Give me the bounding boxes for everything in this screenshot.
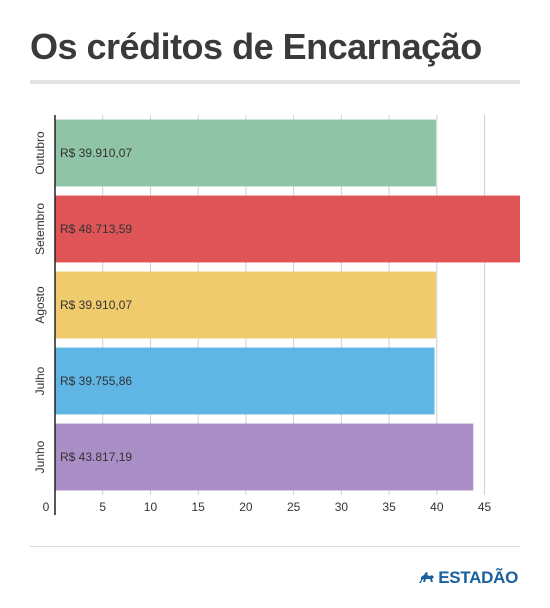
bar-julho bbox=[55, 347, 435, 415]
bar-setembro bbox=[55, 195, 520, 263]
x-tick-label: 40 bbox=[430, 500, 444, 514]
x-tick-label: 35 bbox=[382, 500, 396, 514]
brand-name: ESTADÃO bbox=[438, 568, 518, 587]
bar-value-label: R$ 43.817,19 bbox=[60, 450, 132, 464]
brand-logo: ESTADÃO bbox=[418, 568, 518, 588]
bar-value-label: R$ 39.910,07 bbox=[60, 146, 132, 160]
footer-divider bbox=[30, 546, 520, 547]
category-label: Julho bbox=[33, 366, 47, 395]
bar-chart: R$ 39.910,07 R$ 48.713,59 R$ 39.910,07 R$ 3… bbox=[33, 115, 520, 515]
x-tick-label: 45 bbox=[478, 500, 492, 514]
title-divider bbox=[30, 80, 520, 84]
x-tick-label: 0 bbox=[43, 500, 50, 514]
bar-value-label: R$ 39.755,86 bbox=[60, 374, 132, 388]
category-label: Outubro bbox=[33, 131, 47, 175]
bar-value-label: R$ 48.713,59 bbox=[60, 222, 132, 236]
category-label: Junho bbox=[33, 440, 47, 473]
bars: R$ 39.910,07 R$ 48.713,59 R$ 39.910,07 R$ 3… bbox=[55, 119, 520, 491]
x-tick-label: 30 bbox=[335, 500, 349, 514]
x-tick-label: 20 bbox=[239, 500, 253, 514]
bar-outubro bbox=[55, 119, 436, 187]
bar-agosto bbox=[55, 271, 436, 339]
axes: 0 5 10 15 20 25 30 35 40 45 Outubro Setembro Agosto J… bbox=[33, 115, 492, 515]
page-title: Os créditos de Encarnação bbox=[30, 26, 482, 67]
x-tick-label: 25 bbox=[287, 500, 301, 514]
category-label: Agosto bbox=[33, 286, 47, 324]
category-label: Setembro bbox=[33, 203, 47, 255]
bar-value-label: R$ 39.910,07 bbox=[60, 298, 132, 312]
x-tick-label: 10 bbox=[144, 500, 158, 514]
horse-rider-icon bbox=[419, 572, 435, 583]
bar-junho bbox=[55, 423, 474, 491]
x-tick-label: 5 bbox=[99, 500, 106, 514]
x-tick-label: 15 bbox=[192, 500, 206, 514]
